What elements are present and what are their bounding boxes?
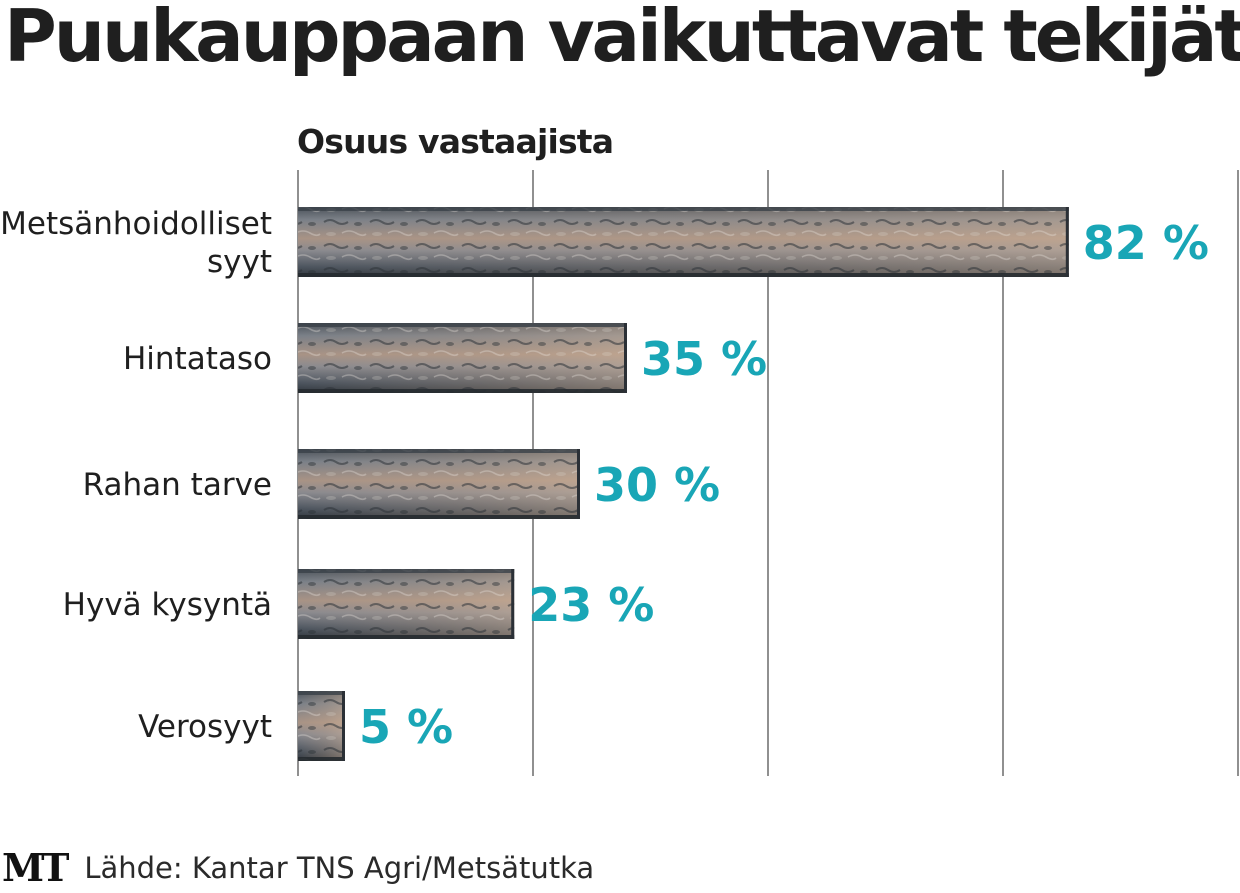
value-label: 23 %: [528, 578, 654, 632]
bar: [298, 449, 580, 519]
bar: [298, 691, 345, 761]
category-label: syyt: [207, 244, 272, 280]
category-label: Hintataso: [123, 341, 272, 377]
category-label: Hyvä kysyntä: [63, 587, 272, 623]
bar: [298, 323, 627, 393]
category-label: Rahan tarve: [83, 467, 272, 503]
chart-title: Puukauppaan vaikuttavat tekijät: [4, 0, 1240, 78]
chart-subtitle: Osuus vastaajista: [297, 122, 614, 161]
value-label: 35 %: [641, 332, 767, 386]
bar: [298, 569, 515, 639]
footer: MT Lähde: Kantar TNS Agri/Metsätutka: [2, 848, 594, 888]
value-label: 30 %: [594, 458, 720, 512]
category-label: Metsänhoidolliset: [0, 206, 272, 242]
category-label: Verosyyt: [138, 709, 272, 745]
value-label: 5 %: [359, 700, 453, 754]
mt-logo: MT: [2, 845, 69, 890]
source-note: Lähde: Kantar TNS Agri/Metsätutka: [84, 851, 595, 885]
value-label: 82 %: [1083, 216, 1209, 270]
bar: [298, 207, 1069, 277]
